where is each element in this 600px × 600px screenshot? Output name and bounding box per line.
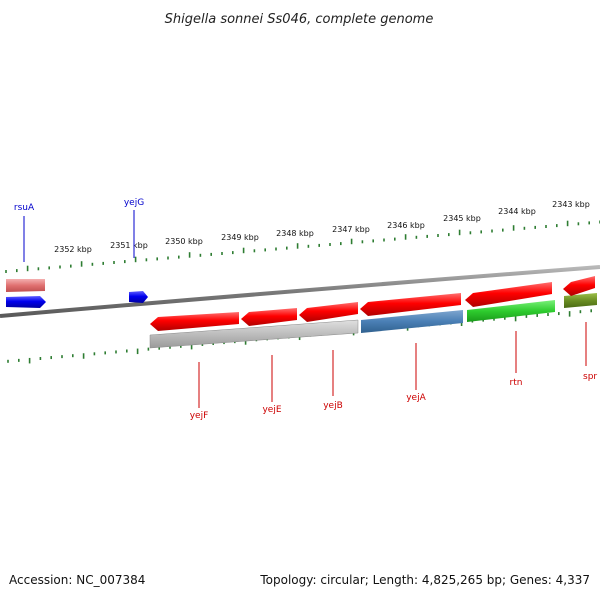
gene-label-yejE[interactable]: yejE: [262, 405, 281, 415]
genome-backbone: [0, 265, 600, 318]
gene-label-yejB[interactable]: yejB: [323, 401, 343, 411]
genome-summary-text: Topology: circular; Length: 4,825,265 bp…: [260, 573, 590, 587]
kbp-label: 2344 kbp: [498, 207, 536, 216]
gene-track: [6, 276, 595, 331]
kbp-label: 2351 kbp: [110, 241, 148, 250]
kbp-label: 2352 kbp: [54, 245, 92, 254]
kbp-label: 2345 kbp: [443, 214, 481, 223]
outer-tick-track: [5, 220, 600, 273]
gene-arrow-rsuA[interactable]: [6, 296, 46, 308]
kbp-label: 2347 kbp: [332, 225, 370, 234]
feature-band-gray: [149, 319, 359, 349]
kbp-label: 2349 kbp: [221, 233, 259, 242]
gene-label-yejF[interactable]: yejF: [190, 411, 209, 421]
kbp-label: 2343 kbp: [552, 200, 590, 209]
gene-arrow-yejG[interactable]: [129, 291, 148, 303]
gene-arrow-yejE[interactable]: [241, 308, 297, 326]
gene-labels: rsuA yejG yejF yejE yejB yejA rtn spr: [14, 198, 598, 421]
feature-band-olive: [564, 293, 597, 308]
gene-arrow-yejA[interactable]: [360, 293, 461, 316]
map-title: Shigella sonnei Ss046, complete genome: [165, 12, 434, 27]
kbp-scale: 2352 kbp 2351 kbp 2350 kbp 2349 kbp 2348 kbp…: [54, 200, 590, 254]
gene-label-rsuA[interactable]: rsuA: [14, 203, 35, 213]
kbp-label: 2350 kbp: [165, 237, 203, 246]
gene-label-yejA[interactable]: yejA: [406, 393, 426, 403]
gene-label-spr[interactable]: spr: [583, 372, 597, 382]
gene-arrow-yejF[interactable]: [150, 312, 239, 331]
gene-arrow-rtn[interactable]: [465, 282, 552, 307]
kbp-label: 2348 kbp: [276, 229, 314, 238]
gene-label-yejG[interactable]: yejG: [124, 198, 144, 208]
gene-block-pink[interactable]: [6, 279, 45, 292]
gene-label-rtn[interactable]: rtn: [510, 378, 523, 388]
accession-text: Accession: NC_007384: [9, 573, 146, 587]
feature-band-green: [467, 300, 555, 322]
feature-track: [149, 293, 597, 349]
gene-arrow-yejB[interactable]: [299, 302, 358, 322]
gene-arrow-spr[interactable]: [563, 276, 595, 296]
feature-band-blue: [361, 310, 463, 333]
kbp-label: 2346 kbp: [387, 221, 425, 230]
